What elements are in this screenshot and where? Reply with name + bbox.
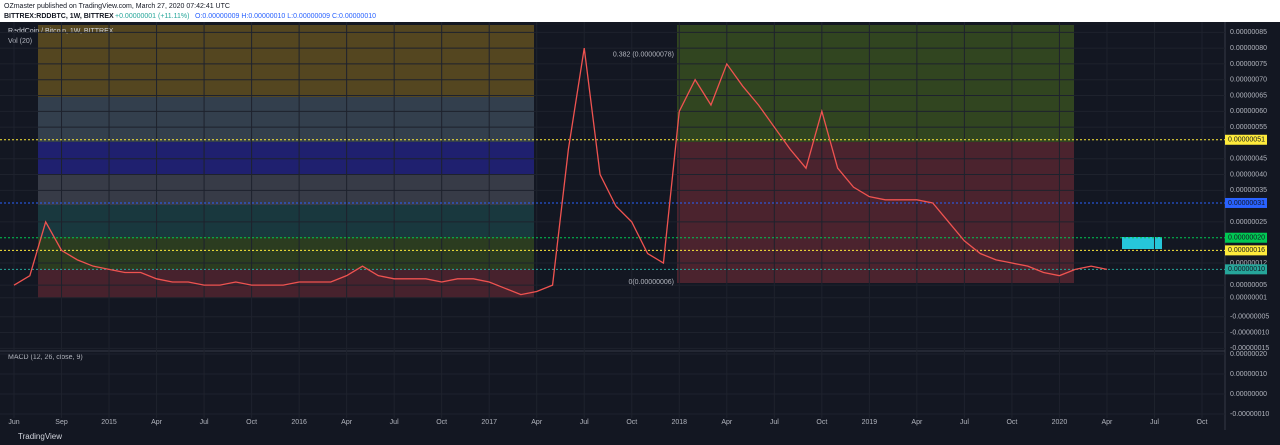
price-line bbox=[13, 48, 1108, 296]
x-tick-label: 2019 bbox=[862, 419, 878, 426]
x-tick-label: Jul bbox=[580, 419, 589, 426]
subtitle: Vol (20) bbox=[8, 38, 32, 45]
chart-title: ReddCoin / Bitcoin, 1W, BITTREX bbox=[8, 28, 114, 35]
symbol: BITTREX:RDDBTC, 1W, BITTREX bbox=[4, 13, 114, 20]
y-tick-label: 0.00000001 bbox=[1230, 295, 1267, 302]
y-tick-label: 0.00000000 bbox=[1230, 391, 1267, 398]
x-tick-label: Jul bbox=[200, 419, 209, 426]
x-tick-label: Apr bbox=[1102, 419, 1114, 426]
macd-title: MACD (12, 26, close, 9) bbox=[8, 354, 83, 361]
x-tick-label: Oct bbox=[816, 419, 827, 426]
target-box bbox=[1122, 237, 1162, 249]
zone bbox=[38, 237, 534, 269]
x-tick-label: Jul bbox=[390, 419, 399, 426]
price-label: 0.00000010 bbox=[1228, 266, 1265, 273]
x-tick-label: Apr bbox=[531, 419, 543, 426]
y-tick-label: 0.00000075 bbox=[1230, 61, 1267, 68]
x-tick-label: Apr bbox=[151, 419, 163, 426]
x-tick-label: 2018 bbox=[671, 419, 687, 426]
y-tick-label: 0.00000065 bbox=[1230, 92, 1267, 99]
zone bbox=[38, 205, 534, 237]
y-tick-label: 0.00000012 bbox=[1230, 260, 1267, 267]
y-tick-label: -0.00000010 bbox=[1230, 411, 1269, 418]
y-tick-label: 0.00000020 bbox=[1230, 351, 1267, 358]
price-box bbox=[1225, 134, 1267, 145]
x-tick-label: Jun bbox=[8, 419, 19, 426]
price-box bbox=[1225, 232, 1267, 243]
y-tick-label: 0.00000005 bbox=[1230, 282, 1267, 289]
y-tick-label: -0.00000005 bbox=[1230, 314, 1269, 321]
x-tick-label: Oct bbox=[1197, 419, 1208, 426]
x-tick-label: Oct bbox=[246, 419, 257, 426]
y-tick-label: -0.00000010 bbox=[1230, 329, 1269, 336]
y-tick-label: 0.00000055 bbox=[1230, 124, 1267, 131]
footer: TradingView bbox=[18, 432, 62, 441]
zone bbox=[38, 25, 534, 97]
x-tick-label: 2017 bbox=[481, 419, 497, 426]
price-box bbox=[1225, 197, 1267, 208]
x-tick-label: Oct bbox=[1006, 419, 1017, 426]
x-tick-label: Oct bbox=[626, 419, 637, 426]
header-bar bbox=[0, 0, 1280, 22]
y-tick-label: 0.00000010 bbox=[1230, 371, 1267, 378]
author: OZmaster published on TradingView.com, M… bbox=[4, 3, 230, 10]
y-tick-label: 0.00000040 bbox=[1230, 171, 1267, 178]
price-label: 0.00000020 bbox=[1228, 235, 1265, 242]
y-tick-label: 0.00000060 bbox=[1230, 108, 1267, 115]
y-tick-label: 0.00000045 bbox=[1230, 156, 1267, 163]
x-tick-label: Oct bbox=[436, 419, 447, 426]
price-label: 0.00000031 bbox=[1228, 200, 1265, 207]
zone bbox=[38, 269, 534, 298]
x-tick-label: 2015 bbox=[101, 419, 117, 426]
y-tick-label: -0.00000015 bbox=[1230, 345, 1269, 352]
x-tick-label: Jul bbox=[770, 419, 779, 426]
x-tick-label: 2020 bbox=[1052, 419, 1068, 426]
annotation: 0.382 (0.00000078) bbox=[613, 51, 674, 58]
y-tick-label: 0.00000070 bbox=[1230, 77, 1267, 84]
zone bbox=[677, 25, 1074, 142]
annotation: 0(0.00000006) bbox=[628, 279, 674, 286]
zone bbox=[38, 97, 534, 142]
y-tick-label: 0.00000025 bbox=[1230, 219, 1267, 226]
price-box bbox=[1225, 264, 1267, 275]
x-tick-label: Sep bbox=[55, 419, 68, 426]
x-tick-label: 2016 bbox=[291, 419, 307, 426]
x-tick-label: Jul bbox=[960, 419, 969, 426]
price-box bbox=[1225, 245, 1267, 256]
zone bbox=[677, 142, 1074, 283]
x-tick-label: Apr bbox=[721, 419, 733, 426]
y-tick-label: 0.00000080 bbox=[1230, 45, 1267, 52]
y-tick-label: 0.00000085 bbox=[1230, 29, 1267, 36]
x-tick-label: Apr bbox=[911, 419, 923, 426]
price-label: 0.00000051 bbox=[1228, 137, 1265, 144]
y-tick-label: 0.00000035 bbox=[1230, 187, 1267, 194]
change: +0.00000001 (+11.11%) bbox=[115, 13, 189, 20]
x-tick-label: Jul bbox=[1150, 419, 1159, 426]
price-label: 0.00000016 bbox=[1228, 247, 1265, 254]
ohlc: O:0.00000009 H:0.00000010 L:0.00000009 C… bbox=[195, 13, 376, 20]
x-tick-label: Apr bbox=[341, 419, 353, 426]
